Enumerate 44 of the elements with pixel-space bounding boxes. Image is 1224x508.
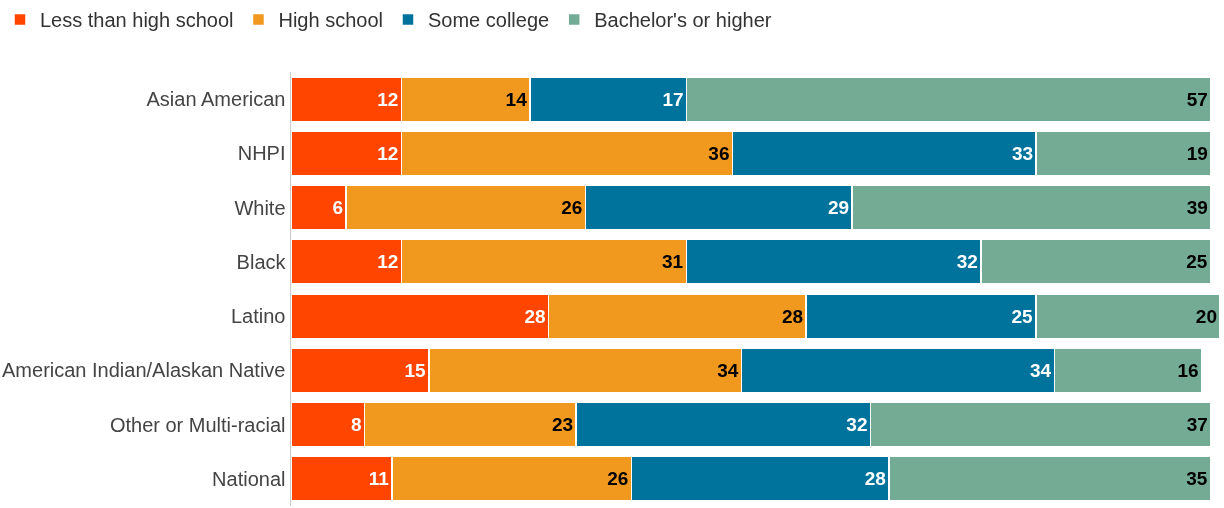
data-label: 12 xyxy=(377,88,399,110)
data-label: 28 xyxy=(864,468,886,490)
y-tick-label: Latino xyxy=(231,305,286,328)
data-label: 26 xyxy=(561,197,583,219)
data-label: 11 xyxy=(368,468,390,490)
data-label: 25 xyxy=(1011,305,1034,327)
data-label: 12 xyxy=(377,251,399,273)
data-label: 29 xyxy=(827,197,850,219)
data-label: 28 xyxy=(524,305,546,327)
data-label: 35 xyxy=(1186,468,1208,490)
data-label: 39 xyxy=(1186,197,1208,219)
y-tick-label: National xyxy=(212,467,286,490)
legend-label: Bachelor's or higher xyxy=(594,9,772,32)
data-label: 19 xyxy=(1186,142,1208,164)
data-label: 17 xyxy=(662,88,684,110)
y-tick-label: Asian American xyxy=(146,88,286,111)
data-label: 16 xyxy=(1177,359,1199,381)
y-tick-label: White xyxy=(234,196,286,219)
y-tick-label: American Indian/Alaskan Native xyxy=(2,359,286,382)
y-tick-label: NHPI xyxy=(237,142,286,165)
data-label: 12 xyxy=(377,142,399,164)
y-tick-label: Other or Multi-racial xyxy=(109,413,286,436)
data-label: 20 xyxy=(1195,305,1217,327)
data-label: 34 xyxy=(1029,359,1052,381)
data-label: 23 xyxy=(552,414,574,436)
legend-label: High school xyxy=(278,9,383,32)
data-label: 14 xyxy=(505,88,528,110)
data-label: 26 xyxy=(607,468,629,490)
data-label: 6 xyxy=(332,197,344,219)
data-label: 37 xyxy=(1186,414,1208,436)
data-label: 8 xyxy=(351,414,362,436)
data-label: 28 xyxy=(781,305,804,327)
data-label: 25 xyxy=(1186,251,1208,273)
y-tick-label: Black xyxy=(236,250,287,273)
legend-label: Less than high school xyxy=(40,9,234,32)
data-label: 34 xyxy=(717,359,739,381)
data-label: 33 xyxy=(1011,142,1034,164)
data-label: 36 xyxy=(708,142,730,164)
data-label: 31 xyxy=(661,251,684,273)
data-label: 15 xyxy=(404,359,426,381)
legend-label: Some college xyxy=(427,9,550,32)
data-label: 32 xyxy=(846,414,868,436)
data-label: 57 xyxy=(1186,88,1208,110)
data-label: 32 xyxy=(956,251,978,273)
